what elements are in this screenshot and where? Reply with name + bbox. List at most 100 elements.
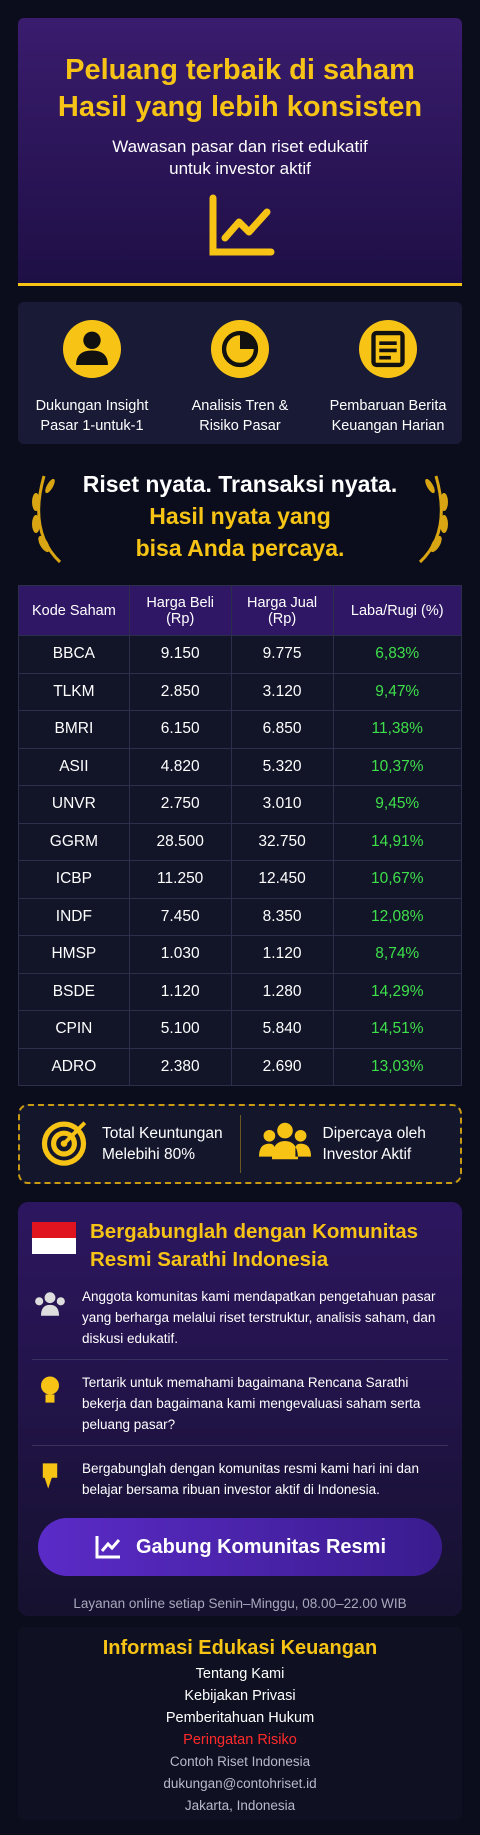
stat-line: Dipercaya oleh — [322, 1125, 426, 1142]
table-cell: 3.010 — [230, 785, 334, 824]
icon-graphic — [359, 320, 417, 378]
table-cell: 5.840 — [230, 1010, 334, 1049]
join-button[interactable]: Gabung Komunitas Resmi — [38, 1518, 442, 1576]
email: dukungan@contohriset.id — [163, 1776, 317, 1791]
icon — [32, 1372, 68, 1435]
table-cell: 8,74% — [332, 935, 462, 974]
community-item: Tertarik untuk memahami bagaimana Rencan… — [32, 1372, 448, 1446]
title-line: Resmi Sarathi Indonesia — [90, 1248, 329, 1271]
header-row: Kode Saham Harga Beli (Rp) Harga Jual (Rp)… — [18, 585, 462, 636]
features: Dukungan Insight Pasar 1-untuk-1 Analisis … — [18, 302, 462, 444]
table-cell: 2.380 — [128, 1047, 232, 1086]
button-label[interactable]: Gabung Komunitas Resmi — [135, 1535, 387, 1558]
stat-text: Dipercaya oleh Investor Aktif — [323, 1123, 426, 1165]
column-header: Laba/Rugi (%) — [332, 585, 462, 636]
stat-text: Total Keuntungan Melebihi 80% — [102, 1123, 223, 1165]
table-row: UNVR 2.750 3.010 9,45% — [18, 785, 462, 824]
table-row: BBCA 9.150 9.775 6,83% — [18, 635, 462, 674]
footer-link[interactable]: Tentang Kami — [195, 1666, 285, 1682]
table-row: INDF 7.450 8.350 12,08% — [18, 897, 462, 936]
table-cell: 14,29% — [332, 972, 462, 1011]
table-cell: TLKM — [18, 672, 130, 711]
community-item: Bergabunglah dengan komunitas resmi kami… — [32, 1458, 448, 1510]
table-cell: 6.150 — [128, 710, 232, 749]
table-cell: 10,37% — [332, 747, 462, 786]
table-row: GGRM 28.500 32.750 14,91% — [18, 822, 462, 861]
results-table: Kode Saham Harga Beli (Rp) Harga Jual (Rp)… — [18, 585, 462, 1086]
address: Jakarta, Indonesia — [184, 1798, 296, 1813]
title-line: Hasil yang lebih konsisten — [57, 91, 423, 123]
column-header: Harga Jual (Rp) — [230, 585, 334, 636]
company: Contoh Riset Indonesia — [169, 1754, 311, 1769]
stat-line: Total Keuntungan — [102, 1125, 223, 1142]
table-cell: GGRM — [18, 822, 130, 861]
table-cell: 1.030 — [128, 935, 232, 974]
table-cell: 5.100 — [128, 1010, 232, 1049]
column-header: Kode Saham — [18, 585, 130, 636]
feature-line: Dukungan Insight — [35, 398, 149, 414]
proof-line: bisa Anda percaya. — [135, 535, 345, 561]
table-cell: 32.750 — [230, 822, 334, 861]
icon — [318, 320, 458, 384]
table-cell: 4.820 — [128, 747, 232, 786]
footer-link[interactable]: Kebijakan Privasi — [184, 1688, 296, 1704]
table-cell: 1.120 — [128, 972, 232, 1011]
table-row: ADRO 2.380 2.690 13,03% — [18, 1047, 462, 1086]
table-cell: ADRO — [18, 1047, 130, 1086]
table-cell: INDF — [18, 897, 130, 936]
laurel — [418, 475, 448, 564]
feature-line: Analisis Tren & — [191, 398, 289, 414]
footer-link[interactable]: Peringatan Risiko — [183, 1732, 297, 1748]
table-row: BMRI 6.150 6.850 11,38% — [18, 710, 462, 749]
icon — [258, 1115, 311, 1173]
title-line: Peluang terbaik di saham — [65, 54, 415, 86]
table-cell: 9.150 — [128, 635, 232, 674]
feature: Dukungan Insight Pasar 1-untuk-1 — [22, 320, 162, 444]
table-cell: CPIN — [18, 1010, 130, 1049]
icon-graphic — [63, 320, 121, 378]
stat-line: Melebihi 80% — [102, 1146, 196, 1163]
table-row: CPIN 5.100 5.840 14,51% — [18, 1010, 462, 1049]
icon — [32, 1458, 68, 1500]
icon — [170, 320, 310, 384]
button-icon — [95, 1536, 121, 1559]
chart-icon — [209, 194, 275, 256]
feature-line: Risiko Pasar — [199, 418, 281, 434]
table-cell: 7.450 — [128, 897, 232, 936]
proof: Riset nyata. Transaksi nyata. Hasil nyat… — [18, 466, 462, 574]
table-cell: 9,47% — [332, 672, 462, 711]
table-cell: ICBP — [18, 860, 130, 899]
icon-graphic — [42, 1463, 58, 1489]
table-cell: 1.120 — [230, 935, 334, 974]
stat-line: Investor Aktif — [322, 1146, 412, 1163]
icon-graphic — [211, 320, 269, 378]
table-row: ICBP 11.250 12.450 10,67% — [18, 860, 462, 899]
table-cell: BBCA — [18, 635, 130, 674]
laurel — [32, 475, 62, 564]
table-cell: 1.280 — [230, 972, 334, 1011]
icon-graphic — [41, 1376, 59, 1403]
proof-line: Hasil nyata yang — [149, 503, 331, 529]
table-cell: ASII — [18, 747, 130, 786]
subtitle-line: untuk investor aktif — [169, 159, 311, 178]
table-cell: 13,03% — [332, 1047, 462, 1086]
item-text: Tertarik untuk memahami bagaimana Rencan… — [82, 1375, 421, 1432]
table-cell: 12,08% — [332, 897, 462, 936]
table-row: HMSP 1.030 1.120 8,74% — [18, 935, 462, 974]
footer-link[interactable]: Pemberitahuan Hukum — [165, 1710, 315, 1726]
table-cell: 8.350 — [230, 897, 334, 936]
table-cell: 9,45% — [332, 785, 462, 824]
table-body: BBCA 9.150 9.775 6,83% TLKM 2.850 3.120 9,47% BM… — [18, 635, 462, 1086]
icon-graphic — [41, 1121, 87, 1166]
community-item: Anggota komunitas kami mendapatkan penge… — [32, 1286, 448, 1360]
icon — [32, 1286, 68, 1349]
table-cell: 3.120 — [230, 672, 334, 711]
footer-links: Tentang Kami Kebijakan Privasi Pemberitahu… — [18, 1663, 462, 1751]
table-row: ASII 4.820 5.320 10,37% — [18, 747, 462, 786]
table-cell: 12.450 — [230, 860, 334, 899]
hero-subtitle: Wawasan pasar dan riset edukatif untuk in… — [18, 136, 462, 180]
table-cell: 14,51% — [332, 1010, 462, 1049]
stat: Dipercaya oleh Investor Aktif — [239, 1115, 461, 1173]
icon — [22, 320, 162, 384]
